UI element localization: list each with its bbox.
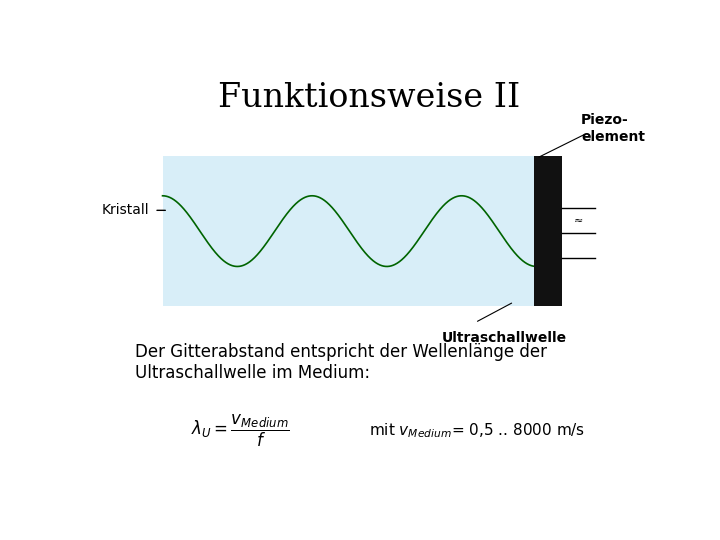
Text: $\lambda_U = \dfrac{v_{Medium}}{f}$: $\lambda_U = \dfrac{v_{Medium}}{f}$	[192, 413, 290, 449]
Text: Kristall: Kristall	[101, 204, 149, 217]
Text: Funktionsweise II: Funktionsweise II	[218, 82, 520, 114]
Bar	[534, 156, 562, 306]
Bar	[163, 156, 536, 306]
Text: Der Gitterabstand entspricht der Wellenlänge der
Ultraschallwelle im Medium:: Der Gitterabstand entspricht der Wellenl…	[135, 343, 546, 382]
Text: Piezo-: Piezo-	[581, 113, 629, 127]
Text: ≈: ≈	[574, 215, 583, 226]
Text: mit $v_{Medium}$= 0,5 .. 8000 m/s: mit $v_{Medium}$= 0,5 .. 8000 m/s	[369, 421, 585, 440]
Text: element: element	[581, 130, 645, 144]
Text: Ultraschallwelle: Ultraschallwelle	[441, 331, 567, 345]
